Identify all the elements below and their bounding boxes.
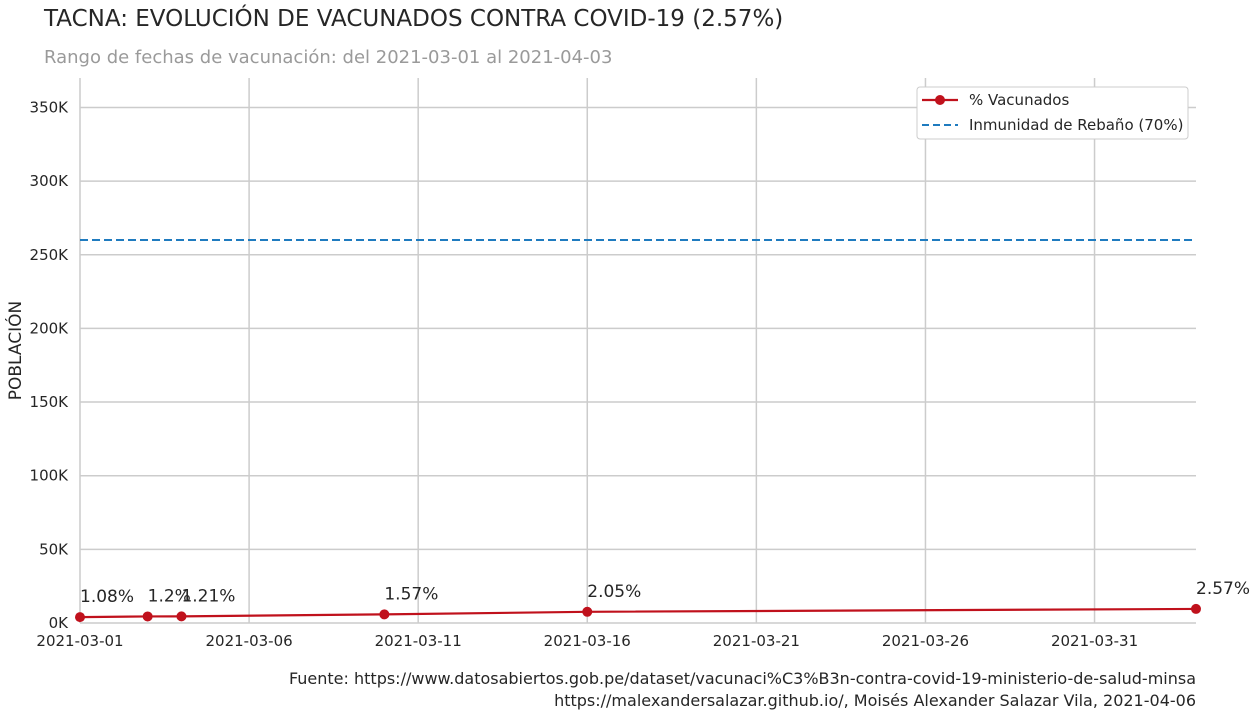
vaccinated-point: [142, 611, 153, 622]
x-tick-label: 2021-03-16: [544, 632, 631, 650]
y-tick-label: 250K: [30, 246, 70, 264]
data-label: 2.57%: [1196, 579, 1250, 599]
x-tick-label: 2021-03-26: [882, 632, 969, 650]
y-tick-label: 350K: [30, 98, 70, 116]
x-tick-label: 2021-03-01: [36, 632, 123, 650]
data-label: 1.08%: [80, 587, 134, 607]
chart-subtitle: Rango de fechas de vacunación: del 2021-…: [44, 47, 613, 68]
source-line: Fuente: https://www.datosabiertos.gob.pe…: [288, 669, 1196, 688]
vaccinated-point: [379, 609, 390, 620]
y-tick-label: 300K: [30, 172, 70, 190]
credit-line: https://malexandersalazar.github.io/, Mo…: [554, 691, 1196, 710]
x-tick-label: 2021-03-31: [1051, 632, 1138, 650]
y-tick-label: 200K: [30, 319, 70, 337]
legend-label-vaccinated: % Vacunados: [969, 91, 1069, 109]
data-label: 1.2%: [148, 586, 191, 606]
legend-marker-vaccinated: [935, 95, 945, 105]
vaccinated-point: [1191, 603, 1201, 614]
data-label: 2.05%: [587, 582, 641, 602]
y-axis-title: POBLACIÓN: [4, 301, 26, 400]
vaccinated-point: [582, 606, 593, 617]
source-note: Fuente: https://www.datosabiertos.gob.pe…: [289, 668, 1196, 712]
data-label: 1.21%: [181, 586, 235, 606]
legend-label-herd: Inmunidad de Rebaño (70%): [969, 116, 1183, 134]
chart-title: TACNA: EVOLUCIÓN DE VACUNADOS CONTRA COV…: [44, 6, 784, 32]
legend-box: [916, 86, 1189, 140]
x-tick-label: 2021-03-11: [375, 632, 462, 650]
y-tick-label: 100K: [30, 467, 70, 485]
vaccinated-point: [75, 612, 85, 623]
x-tick-label: 2021-03-21: [713, 632, 800, 650]
y-tick-label: 150K: [30, 393, 70, 411]
vaccinated-point: [176, 611, 187, 622]
y-tick-label: 50K: [39, 540, 69, 558]
vaccinated-line: [79, 607, 1197, 619]
y-tick-label: 0K: [49, 614, 70, 632]
data-label: 1.57%: [384, 584, 438, 604]
x-tick-label: 2021-03-06: [205, 632, 292, 650]
